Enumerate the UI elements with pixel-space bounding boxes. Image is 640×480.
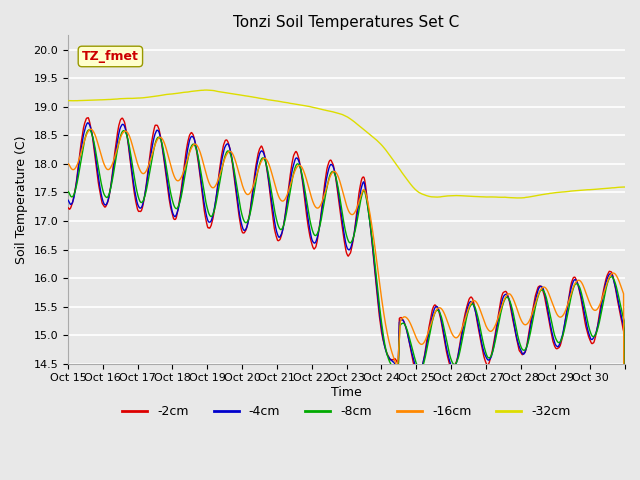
Title: Tonzi Soil Temperatures Set C: Tonzi Soil Temperatures Set C [234, 15, 460, 30]
Text: TZ_fmet: TZ_fmet [82, 50, 139, 63]
X-axis label: Time: Time [331, 386, 362, 399]
Y-axis label: Soil Temperature (C): Soil Temperature (C) [15, 135, 28, 264]
Legend: -2cm, -4cm, -8cm, -16cm, -32cm: -2cm, -4cm, -8cm, -16cm, -32cm [117, 400, 576, 423]
